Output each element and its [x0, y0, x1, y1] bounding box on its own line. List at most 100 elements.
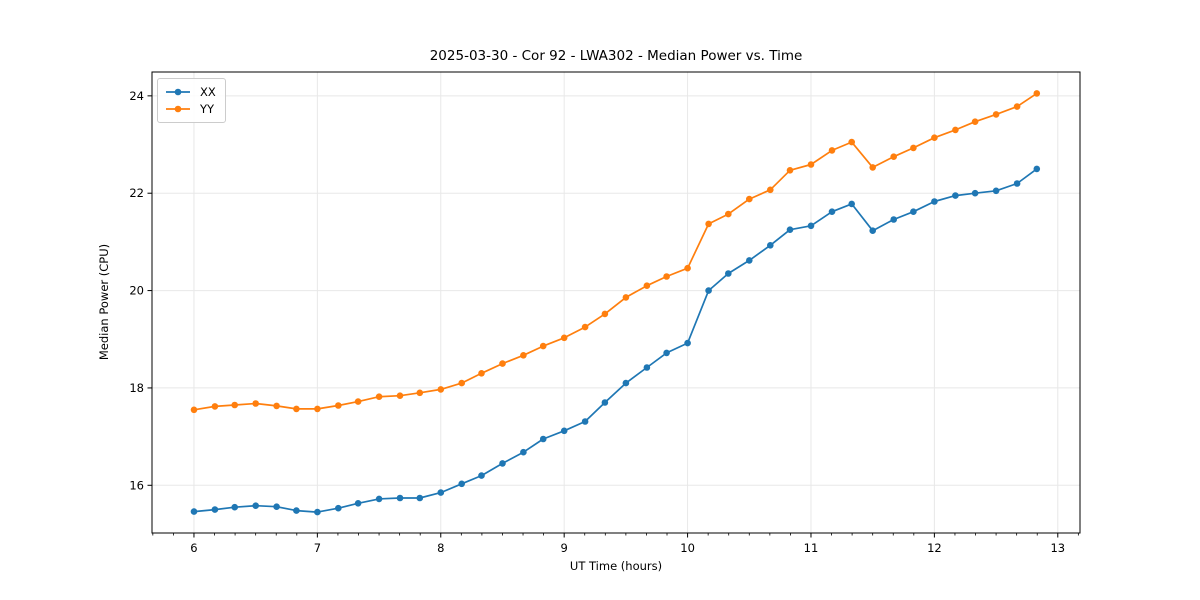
data-point-yy	[910, 144, 917, 152]
data-point-xx	[869, 227, 876, 234]
data-point-xx	[746, 257, 753, 264]
data-point-yy	[458, 379, 466, 387]
data-point-xx	[848, 200, 855, 208]
data-point-xx	[663, 349, 670, 357]
data-point-yy	[252, 400, 259, 407]
data-point-yy	[437, 386, 445, 393]
data-point-xx	[520, 448, 527, 456]
data-point-xx	[910, 208, 917, 215]
data-point-yy	[890, 153, 897, 160]
data-point-xx	[416, 494, 424, 502]
chart-title: 2025-03-30 - Cor 92 - LWA302 - Median Po…	[429, 48, 803, 64]
data-point-xx	[437, 489, 445, 496]
data-point-xx	[705, 287, 712, 294]
data-point-yy	[396, 392, 404, 400]
data-point-xx	[314, 508, 321, 516]
x-tick-label: 9	[561, 541, 568, 555]
data-point-xx	[643, 364, 651, 371]
axis-ticks	[147, 95, 1079, 538]
legend-line-marker-yy	[166, 106, 190, 113]
x-tick-label: 6	[190, 541, 197, 555]
tick-labels: 6 7 8 9 10 11 12 13 16 18 20 22 24	[129, 89, 1065, 555]
data-point-yy	[478, 370, 485, 377]
data-point-yy	[231, 401, 238, 409]
y-tick-label: 22	[129, 186, 144, 200]
x-tick-label: 7	[314, 541, 321, 555]
data-point-yy	[992, 111, 1000, 118]
data-point-xx	[458, 480, 466, 488]
y-axis-label: Median Power (CPU)	[97, 243, 111, 361]
data-point-xx	[786, 226, 794, 233]
data-point-xx	[581, 418, 589, 425]
data-series	[190, 90, 1041, 516]
legend-label-xx: XX	[200, 84, 216, 99]
data-point-yy	[416, 389, 424, 397]
y-tick-label: 20	[129, 284, 144, 298]
data-point-yy	[1033, 90, 1041, 97]
data-point-yy	[767, 186, 774, 194]
data-point-xx	[478, 472, 485, 479]
data-point-xx	[601, 399, 609, 406]
data-point-xx	[828, 208, 836, 215]
data-point-xx	[1013, 180, 1021, 187]
data-point-xx	[890, 216, 897, 223]
legend-line-marker-xx	[166, 88, 190, 95]
data-point-xx	[684, 339, 691, 347]
data-point-yy	[499, 360, 506, 367]
data-point-yy	[807, 161, 815, 168]
data-point-xx	[992, 187, 1000, 195]
data-point-yy	[581, 323, 589, 331]
y-tick-label: 24	[129, 89, 144, 103]
data-point-yy	[971, 118, 979, 125]
data-point-xx	[931, 198, 938, 205]
data-point-yy	[1013, 103, 1021, 110]
data-point-yy	[663, 273, 670, 280]
data-point-yy	[622, 294, 630, 301]
data-point-yy	[643, 282, 651, 290]
data-point-yy	[828, 147, 836, 154]
data-point-yy	[601, 310, 609, 318]
y-tick-label: 18	[129, 381, 144, 395]
data-point-yy	[931, 134, 938, 141]
data-point-xx	[354, 500, 362, 507]
data-point-yy	[848, 138, 855, 146]
gridlines	[152, 72, 1080, 533]
data-point-xx	[807, 222, 815, 230]
data-point-yy	[952, 126, 959, 134]
data-point-yy	[335, 402, 342, 409]
data-point-xx	[725, 270, 732, 277]
data-point-yy	[273, 402, 280, 410]
data-point-xx	[252, 502, 259, 510]
data-point-xx	[396, 494, 404, 502]
x-axis-label: UT Time (hours)	[569, 559, 663, 573]
axes-spines	[151, 71, 1081, 534]
data-point-xx	[767, 242, 774, 249]
x-tick-label: 12	[927, 541, 942, 555]
data-point-yy	[293, 405, 300, 413]
series-line-yy	[193, 92, 1038, 411]
x-tick-label: 8	[437, 541, 444, 555]
data-point-xx	[335, 504, 342, 512]
data-point-yy	[539, 342, 547, 350]
data-point-xx	[971, 189, 979, 197]
data-point-xx	[560, 427, 568, 435]
data-point-xx	[539, 435, 547, 443]
data-point-xx	[499, 460, 506, 467]
data-point-yy	[705, 220, 712, 228]
data-point-xx	[1033, 165, 1041, 173]
data-point-xx	[273, 503, 280, 511]
data-point-xx	[293, 507, 300, 514]
data-point-yy	[211, 403, 219, 410]
legend: XX YY	[157, 78, 226, 123]
data-point-xx	[375, 495, 383, 503]
data-point-yy	[190, 406, 198, 414]
y-tick-label: 16	[129, 478, 144, 492]
x-tick-label: 11	[804, 541, 819, 555]
data-point-yy	[869, 164, 876, 171]
x-tick-label: 13	[1050, 541, 1065, 555]
data-point-yy	[375, 393, 383, 401]
legend-label-yy: YY	[200, 102, 215, 117]
legend-item-yy: YY	[165, 102, 218, 116]
